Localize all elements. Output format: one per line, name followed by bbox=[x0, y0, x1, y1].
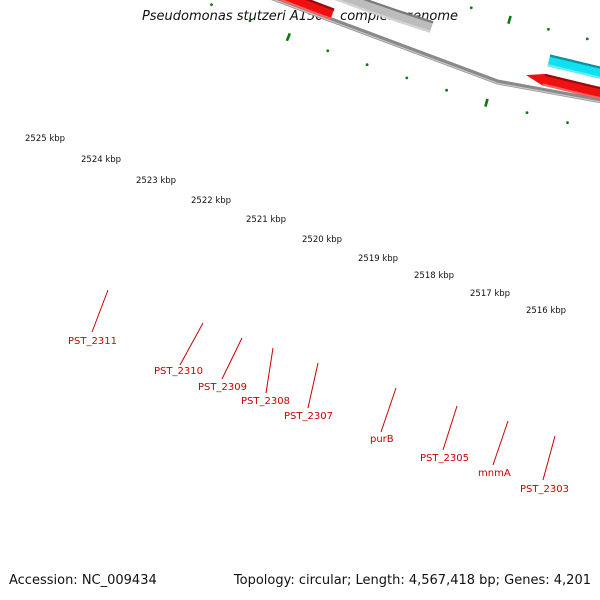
feature-PST_2311-body bbox=[547, 54, 600, 79]
feature-2311b-shadow bbox=[544, 73, 600, 90]
outer-minor-tick bbox=[210, 3, 213, 6]
feature-2312 bbox=[334, 0, 434, 33]
gene-leader-line bbox=[380, 387, 397, 433]
gene-label-PST_2310: PST_2310 bbox=[154, 366, 203, 377]
scale-label: 2519 kbp bbox=[358, 254, 398, 264]
inner-major-tick bbox=[507, 15, 512, 25]
feature-2312a-shadow bbox=[305, 0, 335, 11]
outer-minor-tick bbox=[566, 121, 569, 124]
scale-label: 2522 kbp bbox=[191, 196, 231, 206]
scale-labels: 2525 kbp 2524 kbp 2523 kbp 2522 kbp 2521 kbp… bbox=[25, 134, 566, 316]
outer-major-tick bbox=[285, 32, 292, 42]
gene-leader-line bbox=[307, 362, 319, 409]
scale-label: 2525 kbp bbox=[25, 134, 65, 144]
scale-label: 2524 kbp bbox=[81, 155, 121, 165]
inner-minor-tick bbox=[469, 6, 473, 10]
feature-2311b-highlight bbox=[542, 83, 600, 100]
gene-leader-line bbox=[542, 435, 556, 481]
outer-minor-tick bbox=[365, 63, 369, 67]
feature-2311b bbox=[526, 73, 600, 100]
feature-2312-highlight bbox=[334, 0, 431, 33]
outer-minor-tick bbox=[525, 111, 529, 114]
gene-label-mnmA: mnmA bbox=[478, 468, 511, 479]
gene-features bbox=[278, 0, 600, 100]
scale-label: 2517 kbp bbox=[470, 289, 510, 299]
gene-label-PST_2311: PST_2311 bbox=[68, 336, 117, 347]
outer-minor-tick bbox=[445, 88, 448, 92]
gene-label-PST_2309: PST_2309 bbox=[198, 382, 247, 393]
feature-2312a bbox=[278, 0, 335, 20]
gene-label-PST_2305: PST_2305 bbox=[420, 453, 469, 464]
genome-summary-text: Topology: circular; Length: 4,567,418 bp… bbox=[233, 573, 591, 588]
gene-leader-line bbox=[91, 289, 109, 333]
inner-scale-ticks bbox=[469, 6, 589, 41]
gene-leader-line bbox=[179, 322, 204, 366]
gene-label-PST_2303: PST_2303 bbox=[520, 484, 569, 495]
feature-2312a-highlight bbox=[278, 0, 332, 20]
gene-leader-line bbox=[221, 337, 243, 380]
feature-2312-shadow bbox=[363, 0, 434, 24]
gene-leader-line bbox=[492, 420, 509, 466]
outer-scale-ticks bbox=[210, 3, 569, 124]
gene-labels: PST_2311 PST_2310 PST_2309 PST_2308 PST_2307… bbox=[68, 289, 569, 495]
gene-label-purB: purB bbox=[370, 434, 394, 445]
feature-PST_2311-shadow bbox=[549, 54, 600, 69]
outer-minor-tick bbox=[326, 49, 330, 53]
scale-label: 2516 kbp bbox=[526, 306, 566, 316]
outer-minor-tick bbox=[405, 76, 409, 80]
gene-leader-line bbox=[442, 405, 458, 451]
feature-PST_2311 bbox=[547, 54, 600, 79]
gene-label-PST_2308: PST_2308 bbox=[241, 396, 290, 407]
feature-PST_2311-highlight bbox=[547, 64, 600, 79]
outer-minor-tick bbox=[248, 19, 252, 23]
inner-minor-tick bbox=[585, 37, 589, 41]
outer-major-tick bbox=[484, 98, 489, 107]
accession-text: Accession: NC_009434 bbox=[9, 573, 157, 588]
scale-label: 2521 kbp bbox=[246, 215, 286, 225]
scale-label: 2520 kbp bbox=[302, 235, 342, 245]
gene-leader-line bbox=[265, 347, 274, 394]
scale-label: 2523 kbp bbox=[136, 176, 176, 186]
scale-label: 2518 kbp bbox=[414, 271, 454, 281]
inner-minor-tick bbox=[547, 27, 550, 31]
gene-label-PST_2307: PST_2307 bbox=[284, 411, 333, 422]
